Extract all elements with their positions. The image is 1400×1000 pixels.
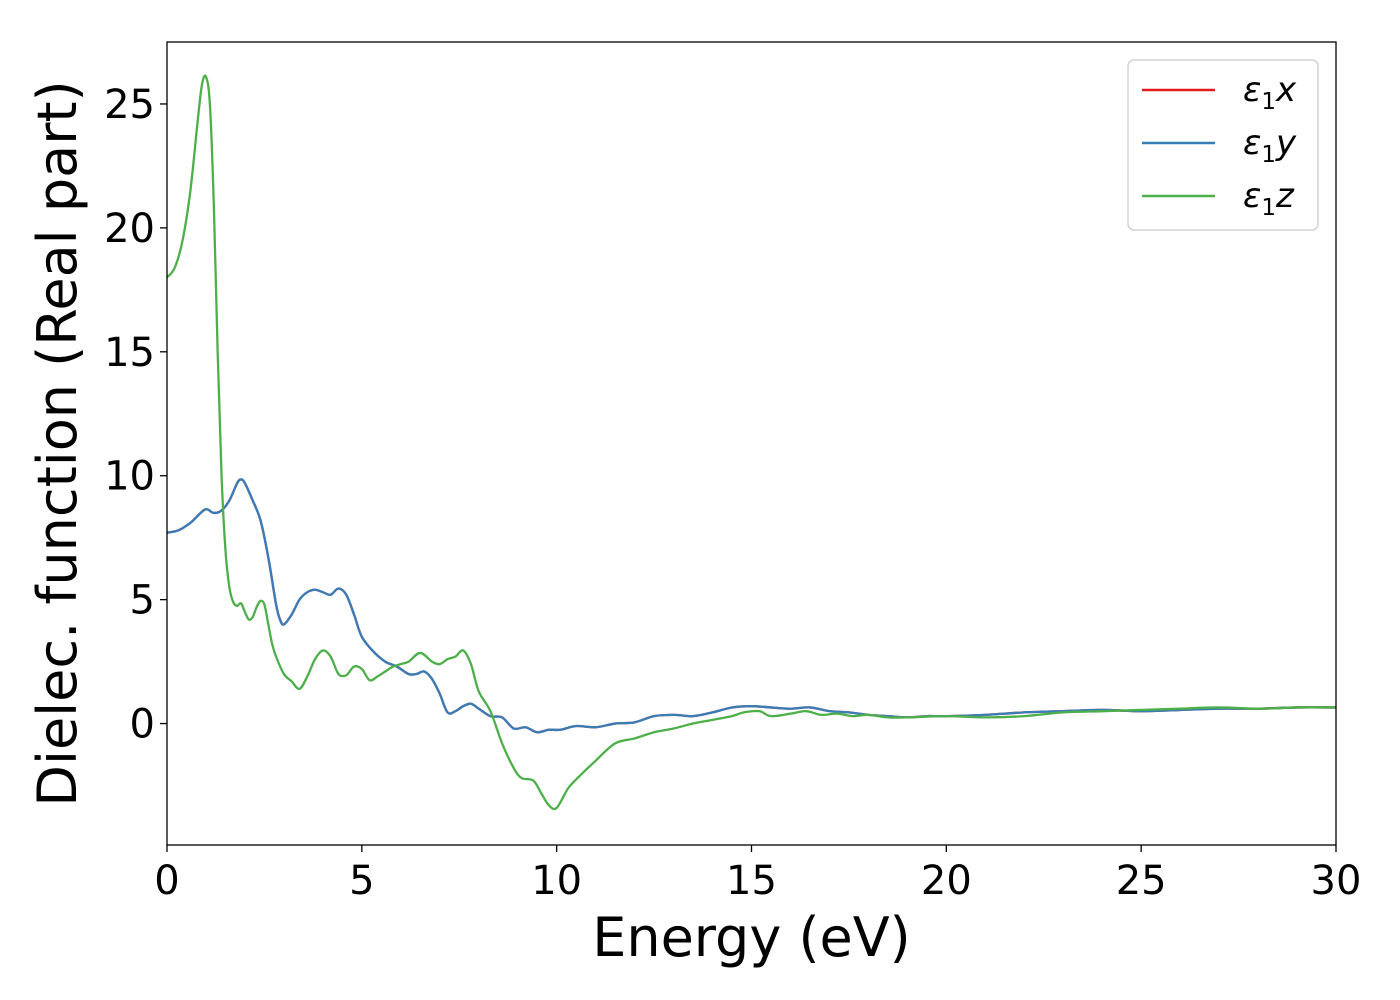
x-tick-label: 15 <box>726 858 777 904</box>
legend-box <box>1127 59 1319 231</box>
x-tick-label: 0 <box>154 858 179 904</box>
x-tick-label: 5 <box>349 858 374 904</box>
y-tick-label: 15 <box>104 330 155 376</box>
y-tick-label: 25 <box>104 82 155 128</box>
y-axis-label: Dielec. function (Real part) <box>26 80 89 806</box>
legend-label-y: ε1y <box>1243 123 1297 168</box>
x-tick-label: 10 <box>531 858 582 904</box>
x-tick-label: 20 <box>921 858 972 904</box>
legend-label-x: ε1x <box>1243 70 1297 115</box>
x-tick-label: 30 <box>1311 858 1362 904</box>
series-line-z <box>167 74 1336 811</box>
x-axis-ticks: 0 5 10 15 20 25 30 <box>154 845 1361 904</box>
legend-label-z: ε1z <box>1243 176 1295 221</box>
y-tick-label: 20 <box>104 206 155 252</box>
series-lines <box>167 74 1336 811</box>
y-axis-ticks: 0 5 10 15 20 25 <box>104 82 167 748</box>
y-tick-label: 0 <box>130 702 155 748</box>
x-axis-label: Energy (eV) <box>592 906 911 969</box>
y-tick-label: 5 <box>130 578 155 624</box>
y-tick-label: 10 <box>104 454 155 500</box>
x-tick-label: 25 <box>1116 858 1167 904</box>
legend: ε1x ε1y ε1z <box>1127 59 1319 231</box>
